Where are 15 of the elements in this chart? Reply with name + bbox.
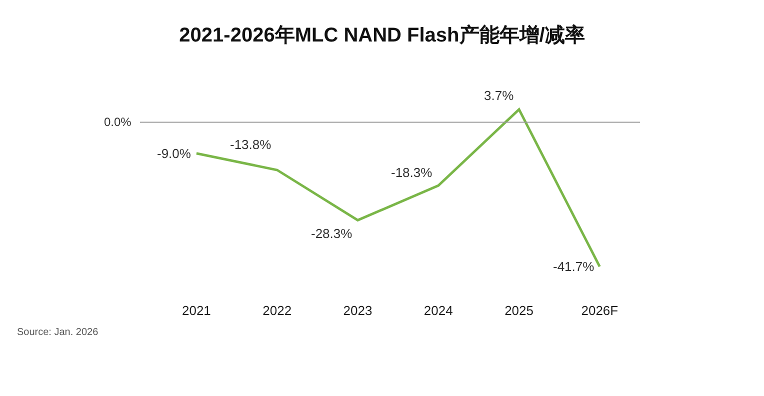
ref-line-label: 0.0% <box>104 115 132 129</box>
x-tick-label: 2021 <box>182 303 211 318</box>
x-tick-label: 2025 <box>504 303 534 318</box>
data-label: -18.3% <box>391 165 433 180</box>
x-tick-label: 2024 <box>424 303 453 318</box>
x-tick-label: 2022 <box>262 303 292 318</box>
data-label: 3.7% <box>484 88 514 103</box>
chart-title: 2021-2026年MLC NAND Flash产能年增/减率 <box>179 24 585 47</box>
data-label: -41.7% <box>553 259 595 274</box>
source-note: Source: Jan. 2026 <box>17 327 99 338</box>
data-label: -13.8% <box>230 137 272 152</box>
data-label: -28.3% <box>311 226 353 241</box>
data-label: -9.0% <box>157 146 192 161</box>
x-tick-label: 2023 <box>343 303 372 318</box>
x-tick-label: 2026F <box>581 303 618 318</box>
